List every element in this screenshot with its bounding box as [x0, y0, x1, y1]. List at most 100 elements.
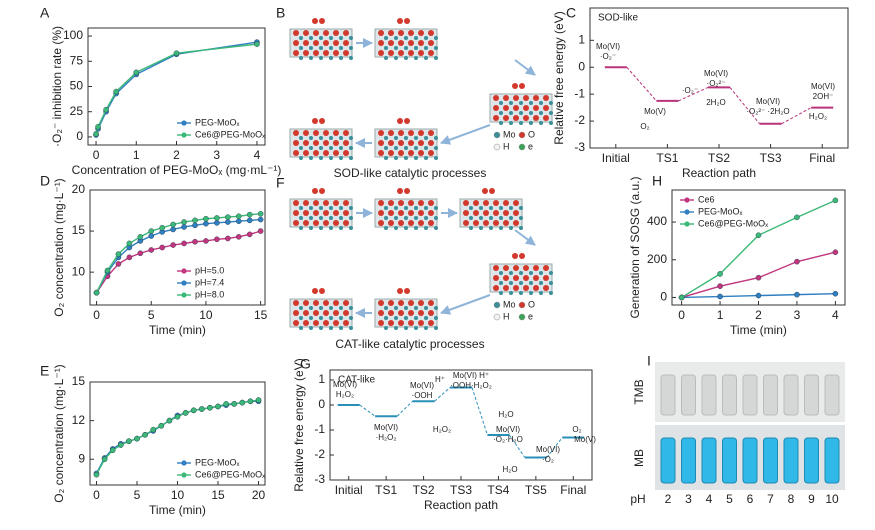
atom-o	[293, 30, 299, 36]
panel-letter: C	[566, 5, 576, 21]
slab-body	[374, 298, 438, 328]
atom-o	[408, 150, 414, 156]
atom-o	[503, 275, 509, 281]
atom-mo	[319, 46, 323, 50]
atom-o	[418, 150, 424, 156]
atom-o	[533, 95, 539, 101]
vial	[763, 374, 778, 416]
atom-mo	[539, 281, 543, 285]
atom-o	[303, 50, 309, 56]
adsorbate	[312, 188, 318, 194]
x-tick-label: TS5	[525, 483, 547, 497]
atom-o	[523, 105, 529, 111]
adsorbate	[404, 118, 410, 124]
x-tick-label: 0	[93, 308, 100, 322]
atom-o	[313, 50, 319, 56]
atom-o	[303, 310, 309, 316]
adsorbate	[312, 18, 318, 24]
atom-o	[388, 50, 394, 56]
atom-o	[503, 210, 509, 216]
atom-o	[418, 40, 424, 46]
atom-o	[343, 210, 349, 216]
atom-o	[303, 220, 309, 226]
chart-title: CAT-like	[338, 375, 375, 386]
y-tick-label: 200	[647, 252, 667, 266]
atom-mo	[309, 136, 313, 140]
atom-mo	[549, 291, 553, 295]
atom-o	[418, 200, 424, 206]
atom-mo	[384, 146, 388, 150]
atom-o	[408, 30, 414, 36]
annotation: ·O₂⁻	[600, 52, 616, 61]
atom-mo	[299, 206, 303, 210]
data-point	[174, 413, 181, 420]
atom-mo	[424, 56, 428, 60]
atom-o	[343, 30, 349, 36]
atom-o	[418, 220, 424, 226]
atom-mo	[339, 316, 343, 320]
data-point	[246, 217, 253, 224]
atom-o	[483, 220, 489, 226]
atom-mo	[319, 156, 323, 160]
atom-o	[323, 300, 329, 306]
y-tick-label: 0	[578, 59, 585, 73]
atom-o	[323, 30, 329, 36]
data-point	[247, 398, 254, 405]
connector	[359, 404, 376, 417]
atom-o	[408, 140, 414, 146]
atom-o	[388, 140, 394, 146]
atom-mo	[434, 226, 438, 230]
atom-o	[398, 140, 404, 146]
atom-mo	[509, 206, 513, 210]
y-axis-label: ·O₂⁻ inhibition rate (%)	[50, 26, 64, 147]
vial	[804, 437, 819, 484]
data-point	[254, 41, 260, 47]
legend-label: pH=5.0	[195, 265, 224, 275]
atom-mo	[394, 316, 398, 320]
x-tick-label: 5	[134, 488, 141, 502]
data-point	[117, 442, 124, 448]
atom-o	[323, 140, 329, 146]
x-tick-label: TS1	[375, 483, 397, 497]
data-point	[170, 226, 176, 233]
atom-mo	[384, 36, 388, 40]
annotation: ·O₂⁻	[682, 86, 698, 95]
atom-o	[543, 265, 549, 271]
atom-mo	[349, 226, 353, 230]
atom-mo	[394, 226, 398, 230]
atom-o	[303, 40, 309, 46]
atom-o	[303, 200, 309, 206]
atom-o	[303, 210, 309, 216]
atom-mo	[469, 226, 473, 230]
atom-mo	[434, 36, 438, 40]
atom-mo	[469, 206, 473, 210]
adsorbate	[397, 288, 403, 294]
atom-o	[398, 310, 404, 316]
atom-mo	[499, 206, 503, 210]
atom-o	[378, 50, 384, 56]
atom-o	[428, 320, 434, 326]
atom-o	[378, 320, 384, 326]
atom-o	[343, 140, 349, 146]
adsorbate	[404, 18, 410, 24]
atom-o	[428, 30, 434, 36]
atom-mo	[424, 46, 428, 50]
data-point	[207, 404, 213, 411]
atom-mo	[519, 226, 523, 230]
panel-caption: SOD-like catalytic processes	[334, 166, 487, 180]
atom-mo	[499, 101, 503, 105]
atom-mo	[299, 216, 303, 220]
data-point	[717, 293, 723, 300]
x-tick-label: 10	[199, 308, 213, 322]
atom-mo	[424, 36, 428, 40]
data-point	[115, 261, 122, 267]
adsorbate	[312, 288, 318, 294]
row-label: MB	[632, 449, 646, 467]
atom-o	[483, 200, 489, 206]
atom-mo	[349, 36, 353, 40]
atom-o	[313, 220, 319, 226]
atom-o	[323, 130, 329, 136]
x-tick-label: 20	[252, 488, 266, 502]
y-tick-label: -1	[574, 86, 585, 100]
